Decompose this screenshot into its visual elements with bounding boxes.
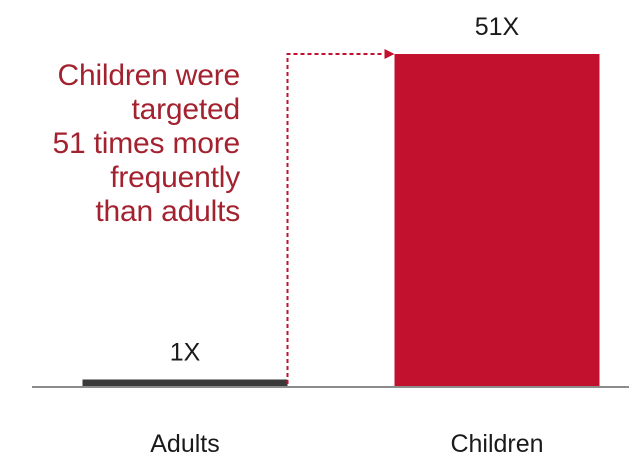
bars-layer: [82, 54, 600, 386]
bar-children: [394, 54, 600, 386]
category-label: Adults: [150, 430, 219, 454]
annotation-line: frequently: [110, 161, 240, 194]
chart-annotation: Children were targeted 51 times more fre…: [0, 59, 241, 229]
data-label: 1X: [170, 338, 201, 366]
bar-adults: [82, 379, 288, 386]
annotation-line: than adults: [95, 195, 240, 228]
data-label: 51X: [475, 13, 520, 41]
annotation-line: Children were: [57, 59, 241, 92]
annotation-line: targeted: [131, 93, 241, 126]
category-label: Children: [450, 430, 543, 454]
annotation-line: 51 times more: [52, 127, 241, 160]
comparison-arrow: [286, 49, 395, 384]
labels-layer: 1X Adults 51X Children: [150, 13, 543, 454]
